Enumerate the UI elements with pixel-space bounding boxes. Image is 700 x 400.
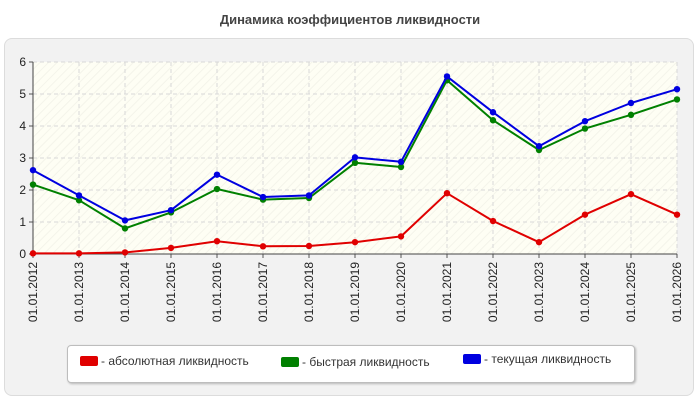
data-point-2 <box>351 154 359 161</box>
x-tick-label: 01.01.2022 <box>486 262 500 322</box>
data-point-2 <box>29 166 37 174</box>
legend-label-quick: - быстрая ликвидность <box>302 355 430 369</box>
y-tick-label: 2 <box>19 183 26 197</box>
data-point-0 <box>259 243 267 250</box>
legend-item-current: - текущая ликвидность <box>463 352 611 366</box>
y-tick-label: 1 <box>19 215 26 229</box>
data-point-2 <box>627 99 635 107</box>
x-tick-label: 01.01.2017 <box>256 262 270 322</box>
data-point-0 <box>351 238 359 246</box>
legend-swatch-current <box>463 354 481 364</box>
data-point-1 <box>397 163 405 171</box>
data-point-1 <box>29 181 37 188</box>
data-point-2 <box>489 109 497 116</box>
legend-label-absolute: - абсолютная ликвидность <box>101 354 249 368</box>
legend-swatch-quick <box>281 357 299 367</box>
data-point-0 <box>581 211 589 218</box>
x-tick-label: 01.01.2020 <box>394 262 408 322</box>
legend-swatch-absolute <box>80 356 98 366</box>
data-point-0 <box>75 250 83 257</box>
data-point-0 <box>305 242 313 250</box>
x-tick-label: 01.01.2025 <box>624 262 638 322</box>
x-tick-label: 01.01.2012 <box>26 262 40 322</box>
chart-title: Динамика коэффициентов ликвидности <box>219 12 481 27</box>
data-point-0 <box>443 190 451 197</box>
x-tick-label: 01.01.2018 <box>302 262 316 322</box>
data-point-2 <box>305 192 313 199</box>
data-point-2 <box>75 192 83 199</box>
x-tick-label: 01.01.2026 <box>670 262 684 322</box>
data-point-1 <box>213 185 221 193</box>
data-point-0 <box>627 190 635 198</box>
legend: - абсолютная ликвидность - быстрая ликви… <box>67 345 635 383</box>
data-point-1 <box>75 197 83 204</box>
data-point-1 <box>581 125 589 132</box>
x-tick-label: 01.01.2021 <box>440 262 454 322</box>
data-point-2 <box>581 118 589 125</box>
data-point-1 <box>489 117 497 124</box>
data-point-2 <box>259 193 267 201</box>
data-point-0 <box>673 211 681 218</box>
data-point-0 <box>167 244 175 252</box>
data-point-0 <box>121 249 129 256</box>
data-point-2 <box>397 158 405 166</box>
data-point-2 <box>443 73 451 80</box>
x-tick-label: 01.01.2023 <box>532 262 546 322</box>
data-point-2 <box>673 86 681 93</box>
y-tick-label: 0 <box>19 247 26 261</box>
data-point-1 <box>121 225 129 232</box>
data-point-1 <box>351 159 359 166</box>
data-point-0 <box>29 250 37 257</box>
data-point-1 <box>627 111 635 119</box>
legend-item-absolute: - абсолютная ликвидность <box>80 354 249 368</box>
y-tick-label: 3 <box>19 151 26 165</box>
x-tick-label: 01.01.2013 <box>72 262 86 322</box>
data-point-0 <box>213 238 221 245</box>
x-tick-label: 01.01.2019 <box>348 262 362 322</box>
x-tick-label: 01.01.2024 <box>578 262 592 322</box>
y-tick-label: 6 <box>19 55 26 69</box>
x-tick-label: 01.01.2014 <box>118 262 132 322</box>
x-tick-label: 01.01.2016 <box>210 262 224 322</box>
data-point-2 <box>535 142 543 150</box>
data-point-2 <box>167 206 175 214</box>
legend-label-current: - текущая ликвидность <box>484 352 612 366</box>
data-point-2 <box>213 171 221 178</box>
data-point-2 <box>121 217 129 224</box>
data-point-1 <box>673 96 681 103</box>
x-tick-label: 01.01.2015 <box>164 262 178 322</box>
data-point-0 <box>535 238 543 246</box>
data-point-0 <box>489 217 497 225</box>
y-tick-label: 5 <box>19 87 26 101</box>
y-tick-label: 4 <box>19 119 26 133</box>
data-point-0 <box>397 233 405 240</box>
legend-item-quick: - быстрая ликвидность <box>281 355 430 369</box>
